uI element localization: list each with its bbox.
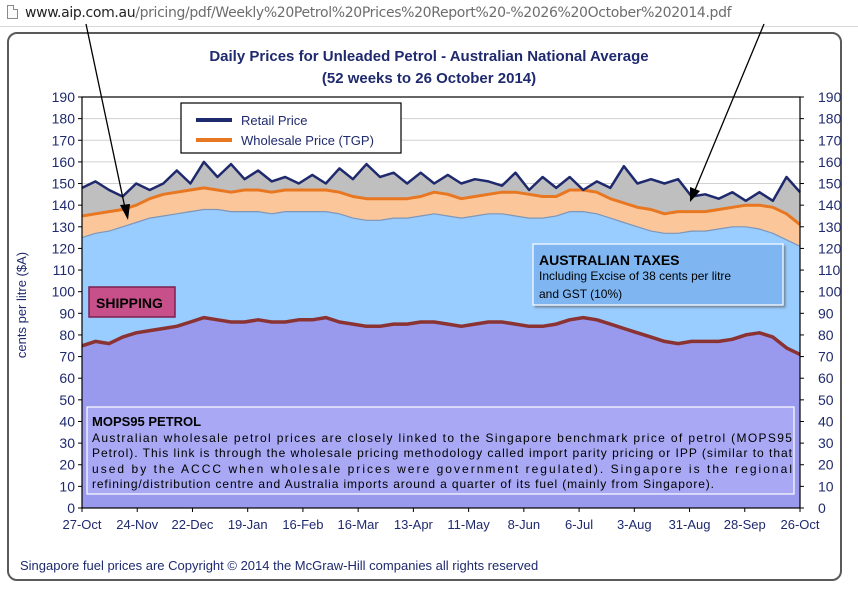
y-tick-label-right-100: 100 — [818, 284, 842, 300]
y-tick-label-left-20: 20 — [59, 457, 75, 473]
y-tick-label-right-130: 130 — [818, 219, 842, 235]
y-tick-label-left-110: 110 — [53, 262, 76, 278]
x-tick-label-3: 19-Jan — [228, 517, 268, 532]
mops-line-3: used by the ACCC when wholesale prices w… — [92, 462, 792, 476]
arrow-left-head — [120, 204, 130, 220]
x-tick-label-6: 13-Apr — [394, 517, 434, 532]
y-tick-label-left-190: 190 — [52, 89, 76, 105]
mops-line-1: Australian wholesale petrol prices are c… — [92, 431, 792, 445]
taxes-line-1: Including Excise of 38 cents per litre — [539, 269, 731, 283]
url-text[interactable]: www.aip.com.au/pricing/pdf/Weekly%20Petr… — [25, 5, 732, 21]
url-host: www.aip.com.au — [25, 5, 136, 21]
x-tick-label-10: 3-Aug — [617, 517, 652, 532]
x-tick-label-1: 24-Nov — [116, 517, 158, 532]
page-icon — [7, 5, 18, 19]
x-tick-label-9: 6-Jul — [565, 517, 593, 532]
y-tick-label-right-80: 80 — [818, 327, 834, 343]
address-bar[interactable]: www.aip.com.au/pricing/pdf/Weekly%20Petr… — [0, 0, 858, 27]
url-path: /pricing/pdf/Weekly%20Petrol%20Prices%20… — [135, 5, 732, 21]
series-lines — [81, 160, 801, 356]
taxes-box — [532, 243, 784, 306]
chart-subtitle: (52 weeks to 26 October 2014) — [322, 70, 536, 87]
y-tick-label-right-190: 190 — [818, 89, 842, 105]
legend-box — [180, 102, 402, 154]
y-tick-label-left-100: 100 — [52, 284, 76, 300]
arrow-right-shaft — [694, 23, 765, 191]
mops-line — [81, 315, 801, 356]
y-tick-label-right-140: 140 — [818, 197, 842, 213]
arrow-left-shaft — [85, 23, 126, 209]
y-tick-label-right-160: 160 — [818, 154, 842, 170]
taxes-line — [81, 208, 801, 247]
x-tick-label-11: 31-Aug — [669, 517, 711, 532]
x-tick-label-0: 27-Oct — [62, 517, 101, 532]
taxes-callout: AUSTRALIAN TAXES Including Excise of 38 … — [532, 243, 784, 306]
y-tick-label-right-40: 40 — [818, 413, 834, 429]
taxes-title: AUSTRALIAN TAXES — [539, 252, 680, 268]
shipping-box — [88, 286, 176, 318]
y-tick-label-right-50: 50 — [818, 392, 834, 408]
plot-border — [81, 96, 801, 509]
y-tick-label-left-140: 140 — [52, 197, 76, 213]
shipping-callout: SHIPPING — [88, 286, 176, 318]
mops-line-2: Petrol). This link is through the wholes… — [92, 446, 793, 460]
y-tick-label-right-60: 60 — [818, 370, 834, 386]
y-tick-label-left-90: 90 — [59, 305, 75, 321]
mops-box — [86, 406, 795, 495]
y-tick-label-right-180: 180 — [818, 111, 842, 127]
y-tick-label-right-0: 0 — [818, 500, 826, 516]
y-tick-label-left-130: 130 — [52, 219, 76, 235]
x-tick-label-7: 11-May — [447, 517, 490, 532]
x-tick-label-4: 16-Feb — [282, 517, 323, 532]
overlay-arrows — [85, 23, 765, 220]
y-axis-label: cents per litre ($A) — [14, 252, 29, 358]
y-tick-label-left-180: 180 — [52, 111, 76, 127]
wholesale-line — [81, 186, 801, 226]
mops-title: MOPS95 PETROL — [92, 414, 201, 429]
y-tick-label-right-170: 170 — [818, 132, 842, 148]
x-tick-label-2: 22-Dec — [172, 517, 214, 532]
y-axis-left: 0 10 20 30 40 50 60 70 80 90 100 110 120 130 140 150 160… — [52, 89, 82, 516]
y-tick-label-left-170: 170 — [52, 132, 76, 148]
x-tick-label-5: 16-Mar — [338, 517, 380, 532]
y-tick-label-right-30: 30 — [818, 435, 834, 451]
arrow-right-head — [690, 187, 700, 202]
y-tick-label-left-10: 10 — [59, 478, 75, 494]
y-tick-label-left-60: 60 — [59, 370, 75, 386]
y-tick-label-left-150: 150 — [52, 176, 76, 192]
y-tick-label-right-10: 10 — [818, 478, 834, 494]
y-tick-label-left-40: 40 — [59, 413, 75, 429]
mops-line-4: refining/distribution centre and Austral… — [92, 477, 714, 491]
legend-label-wholesale: Wholesale Price (TGP) — [241, 133, 374, 148]
x-tick-label-8: 8-Jun — [508, 517, 541, 532]
x-tick-label-13: 26-Oct — [780, 517, 819, 532]
y-tick-label-left-70: 70 — [59, 349, 75, 365]
y-tick-label-left-80: 80 — [59, 327, 75, 343]
taxes-line-2: and GST (10%) — [539, 287, 622, 301]
legend-label-retail: Retail Price — [241, 113, 307, 128]
shipping-label: SHIPPING — [96, 295, 163, 311]
y-axis-right: 0 10 20 30 40 50 60 70 80 90 100 110 120 130 140 150 160… — [800, 89, 842, 516]
x-tick-label-12: 28-Sep — [724, 517, 766, 532]
x-axis: 27-Oct 24-Nov 22-Dec 19-Jan 16-Feb 16-Mar 13-A… — [62, 508, 820, 532]
y-tick-label-right-70: 70 — [818, 349, 834, 365]
legend: Retail Price Wholesale Price (TGP) — [180, 102, 402, 154]
y-tick-label-left-160: 160 — [52, 154, 76, 170]
y-tick-label-right-20: 20 — [818, 457, 834, 473]
y-tick-label-right-110: 110 — [818, 262, 841, 278]
copyright-note: Singapore fuel prices are Copyright © 20… — [20, 558, 538, 573]
y-tick-label-left-30: 30 — [59, 435, 75, 451]
y-tick-label-left-120: 120 — [52, 240, 76, 256]
y-tick-label-right-120: 120 — [818, 240, 842, 256]
y-tick-label-right-150: 150 — [818, 176, 842, 192]
chart-title: Daily Prices for Unleaded Petrol - Austr… — [209, 48, 648, 65]
retail-line — [81, 160, 801, 203]
y-tick-label-left-0: 0 — [67, 500, 75, 516]
y-tick-label-right-90: 90 — [818, 305, 834, 321]
mops-callout: MOPS95 PETROL Australian wholesale petro… — [86, 406, 795, 495]
y-tick-label-left-50: 50 — [59, 392, 75, 408]
